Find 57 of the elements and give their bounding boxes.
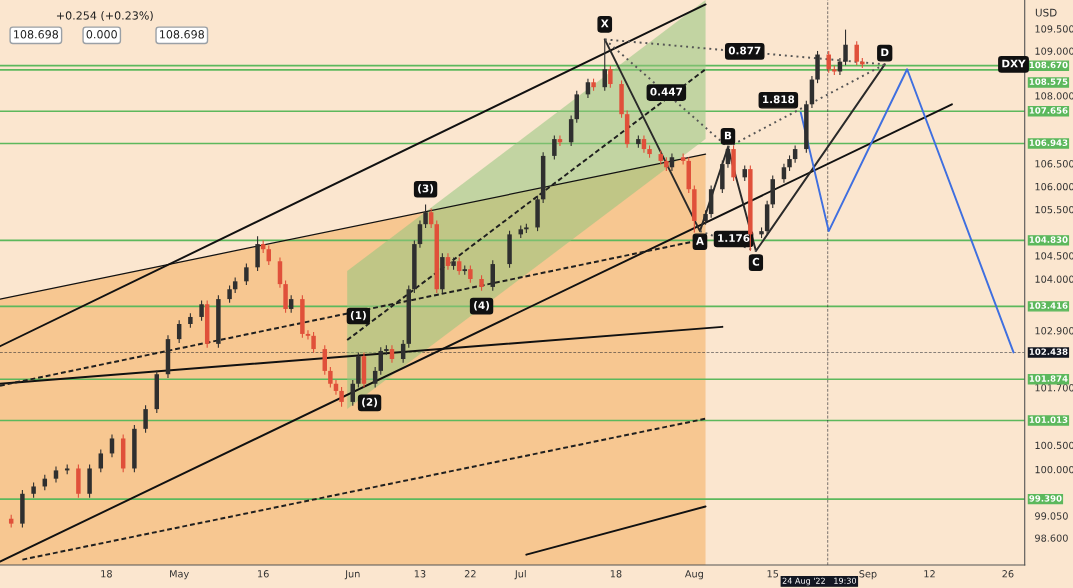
ref-line-label: 101.013 <box>1029 416 1068 423</box>
x-tick-label: 16 <box>258 570 269 578</box>
y-tick-label: 99.050 <box>1035 512 1068 520</box>
ref-line-label: 107.656 <box>1029 107 1068 114</box>
y-tick-label: 100.000 <box>1035 465 1073 474</box>
ref-line-label: 106.943 <box>1029 139 1068 146</box>
x-tick-label: 13 <box>414 570 426 578</box>
y-axis-title: USD <box>1035 8 1057 17</box>
annotation: 108.698 <box>14 30 59 39</box>
annotation: A <box>695 237 704 245</box>
annotation: 1.818 <box>763 95 795 104</box>
y-tick-label: 100.500 <box>1035 441 1073 450</box>
x-tick-label: 15 <box>767 570 779 578</box>
annotation: B <box>724 131 732 140</box>
annotation: 0.000 <box>86 30 117 39</box>
y-tick-label: 101.700 <box>1035 384 1073 392</box>
annotation: (1) <box>350 310 366 321</box>
annotation: 1.176 <box>718 234 750 243</box>
x-tick-label: Aug <box>684 570 703 580</box>
annotation: 0.447 <box>650 87 682 96</box>
x-tick-label: Jun <box>344 570 360 580</box>
x-tick-label: May <box>170 570 189 580</box>
ref-line-label: 108.575 <box>1029 78 1068 85</box>
x-tick-label: Jul <box>514 569 526 580</box>
ref-line-label: 103.416 <box>1029 302 1068 309</box>
annotation: 108.698 <box>160 30 204 39</box>
ref-line-label: 101.874 <box>1029 375 1068 382</box>
annotation: (3) <box>418 184 434 194</box>
annotation: DXY <box>1002 59 1026 68</box>
annotation: C <box>752 257 760 266</box>
annotation: 0.877 <box>728 46 761 55</box>
annotation: X <box>600 19 609 28</box>
annotation: (4) <box>474 301 490 311</box>
x-tick-label: 12 <box>924 570 935 578</box>
x-tick-label: 18 <box>101 570 112 578</box>
y-tick-label: 105.500 <box>1035 205 1073 214</box>
y-tick-label: 98.600 <box>1035 534 1068 542</box>
annotation: D <box>881 48 889 57</box>
x-tick-label: Sep <box>859 570 877 580</box>
y-tick-label: 106.000 <box>1035 182 1073 191</box>
ref-line-label: 99.390 <box>1029 495 1062 502</box>
x-tick-label: 22 <box>464 570 476 578</box>
ref-line-label: 24 Aug '22 19:30 <box>782 577 857 586</box>
y-tick-label: 106.500 <box>1035 160 1073 168</box>
ref-line-label: 102.438 <box>1029 348 1068 355</box>
y-tick-label: 104.500 <box>1035 252 1073 260</box>
annotation: +0.254 (+0.23%) <box>56 11 153 21</box>
ref-line-label: 108.670 <box>1029 61 1068 69</box>
y-tick-label: 109.000 <box>1035 47 1073 55</box>
y-tick-label: 102.900 <box>1035 327 1073 335</box>
y-tick-label: 104.000 <box>1035 275 1073 283</box>
x-tick-label: 18 <box>610 570 622 578</box>
x-tick-label: 26 <box>1002 570 1014 578</box>
y-tick-label: 108.000 <box>1035 92 1073 100</box>
annotation: (2) <box>362 397 378 408</box>
y-tick-label: 109.500 <box>1035 25 1073 33</box>
ref-line-label: 104.830 <box>1029 236 1068 243</box>
